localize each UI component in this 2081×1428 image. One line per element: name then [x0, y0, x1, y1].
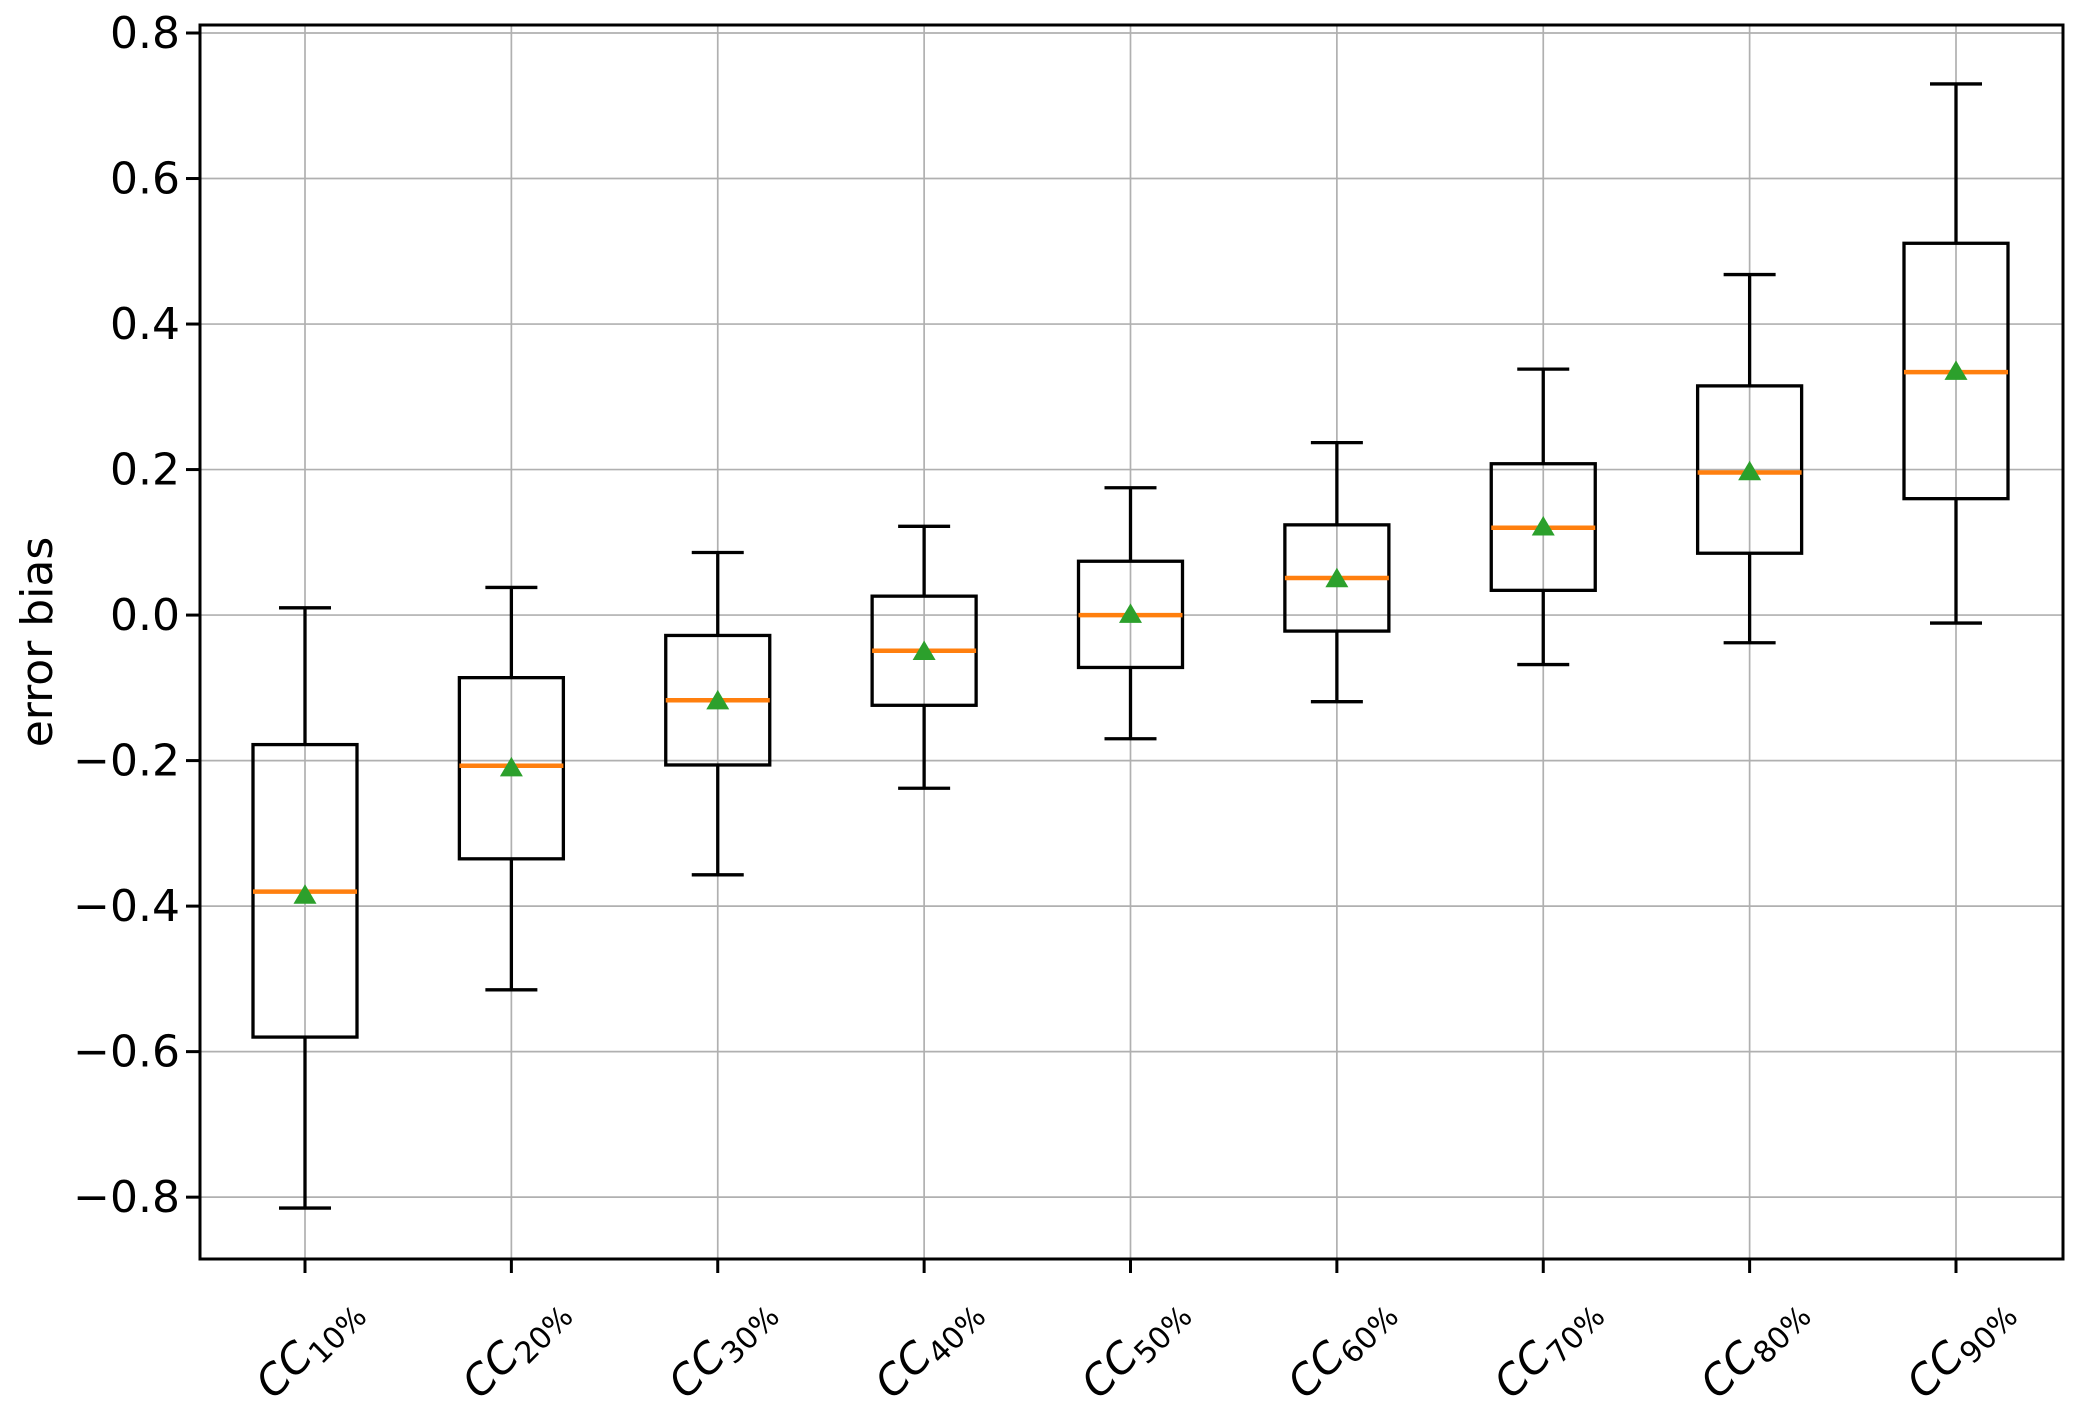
box-cc-50%: [1076, 486, 1185, 741]
x-tick-label: CC30%: [659, 1284, 787, 1412]
mean-marker-triangle: [1944, 360, 1968, 380]
x-tick-label: CC80%: [1690, 1284, 1818, 1412]
y-axis-label: error bias: [12, 537, 63, 748]
iqr-box: [457, 676, 566, 861]
mean-marker-triangle: [293, 884, 317, 904]
x-tick-label: CC10%: [246, 1284, 374, 1412]
mean-marker-triangle: [1325, 567, 1349, 588]
plot-frame: [198, 23, 2065, 1261]
y-tick-label: 0.0: [110, 590, 180, 641]
mean-marker-triangle: [1119, 603, 1142, 623]
y-tick-label: −0.8: [73, 1172, 180, 1223]
mean-marker-triangle: [1531, 516, 1555, 536]
x-tick-label: CC70%: [1484, 1284, 1612, 1412]
mean-marker-triangle: [499, 756, 523, 777]
box-cc-20%: [457, 585, 566, 992]
y-tick-label: 0.2: [110, 445, 180, 496]
box-cc-90%: [1902, 82, 2010, 625]
x-tick-label: CC20%: [452, 1284, 580, 1412]
y-tick-label: −0.2: [73, 736, 180, 787]
y-tick-label: −0.4: [73, 881, 180, 932]
x-tick-label: CC40%: [865, 1284, 993, 1412]
box-cc-80%: [1695, 272, 1804, 645]
mean-marker-triangle: [912, 640, 936, 660]
y-tick-label: 0.8: [110, 8, 180, 59]
iqr-box: [1695, 384, 1804, 555]
box-cc-70%: [1489, 367, 1597, 667]
x-tick-label: CC90%: [1897, 1284, 2025, 1412]
x-tick-label: CC60%: [1278, 1284, 1406, 1412]
box-cc-60%: [1283, 440, 1391, 704]
box-series: [251, 82, 2010, 1210]
x-tick-label: CC50%: [1071, 1284, 1199, 1412]
y-tick-label: 0.6: [110, 154, 180, 205]
box-cc-10%: [251, 606, 359, 1210]
gridlines: [200, 25, 2063, 1259]
axes: 0.8 0.6 0.4 0.2 0.0 −0.2 −0.4 −0.6 −0.8 CC10% CC20…: [73, 8, 2065, 1412]
mean-marker-triangle: [706, 689, 730, 710]
y-tick-label: 0.4: [110, 299, 180, 350]
y-tick-label: −0.6: [73, 1027, 180, 1078]
box-cc-30%: [664, 550, 772, 877]
box-cc-40%: [870, 524, 978, 790]
mean-marker-triangle: [1738, 460, 1762, 481]
